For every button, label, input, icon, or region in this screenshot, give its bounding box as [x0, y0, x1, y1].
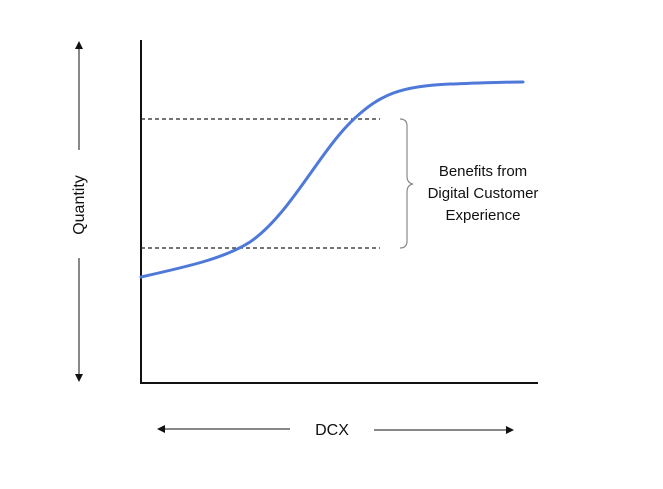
- annotation-line-3: Experience: [445, 207, 520, 224]
- s-curve: [139, 80, 525, 279]
- annotation-line-1: Benefits from: [439, 163, 527, 180]
- benefit-bracket: [399, 118, 414, 249]
- annotation-line-2: Digital Customer: [428, 185, 539, 202]
- x-axis-label: DCX: [315, 422, 349, 439]
- y-axis-label: Quantity: [71, 175, 88, 235]
